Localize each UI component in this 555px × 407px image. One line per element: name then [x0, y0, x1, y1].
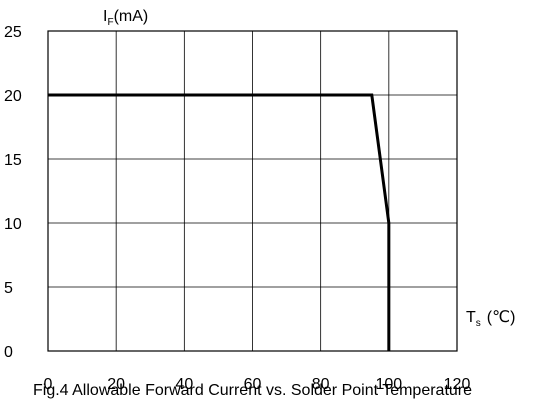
series-layer [48, 93, 391, 351]
x-axis-label-sub: s [476, 318, 481, 329]
x-axis-label: Ts (℃) [466, 309, 515, 329]
x-tick-label: 80 [312, 376, 330, 393]
x-axis-label-unit: (℃) [487, 309, 516, 326]
y-tick-label: 10 [4, 216, 22, 233]
x-tick-labels: 0 20 40 60 80 100 120 [44, 376, 471, 393]
y-tick-label: 5 [4, 280, 13, 297]
y-tick-label: 0 [4, 344, 13, 361]
x-tick-label: 120 [444, 376, 471, 393]
y-axis-label-unit: (mA) [114, 8, 149, 25]
grid [48, 31, 457, 351]
x-tick-label: 60 [244, 376, 262, 393]
y-tick-label: 20 [4, 88, 22, 105]
x-axis-label-main: T [466, 309, 476, 326]
x-tick-label: 100 [375, 376, 402, 393]
y-tick-labels: 0 5 10 15 20 25 [4, 24, 22, 361]
y-tick-label: 15 [4, 152, 22, 169]
y-axis-label-main: I [103, 8, 107, 25]
figure-caption: Fig.4 Allowable Forward Current vs. Sold… [33, 382, 472, 399]
x-tick-label: 20 [107, 376, 125, 393]
y-axis-label: IF(mA) [103, 8, 148, 28]
y-axis-label-sub: F [107, 17, 113, 28]
plot-frame [47, 30, 458, 352]
y-tick-label: 25 [4, 24, 22, 41]
series-line [48, 93, 391, 351]
x-tick-label: 0 [44, 376, 53, 393]
x-tick-label: 40 [175, 376, 193, 393]
